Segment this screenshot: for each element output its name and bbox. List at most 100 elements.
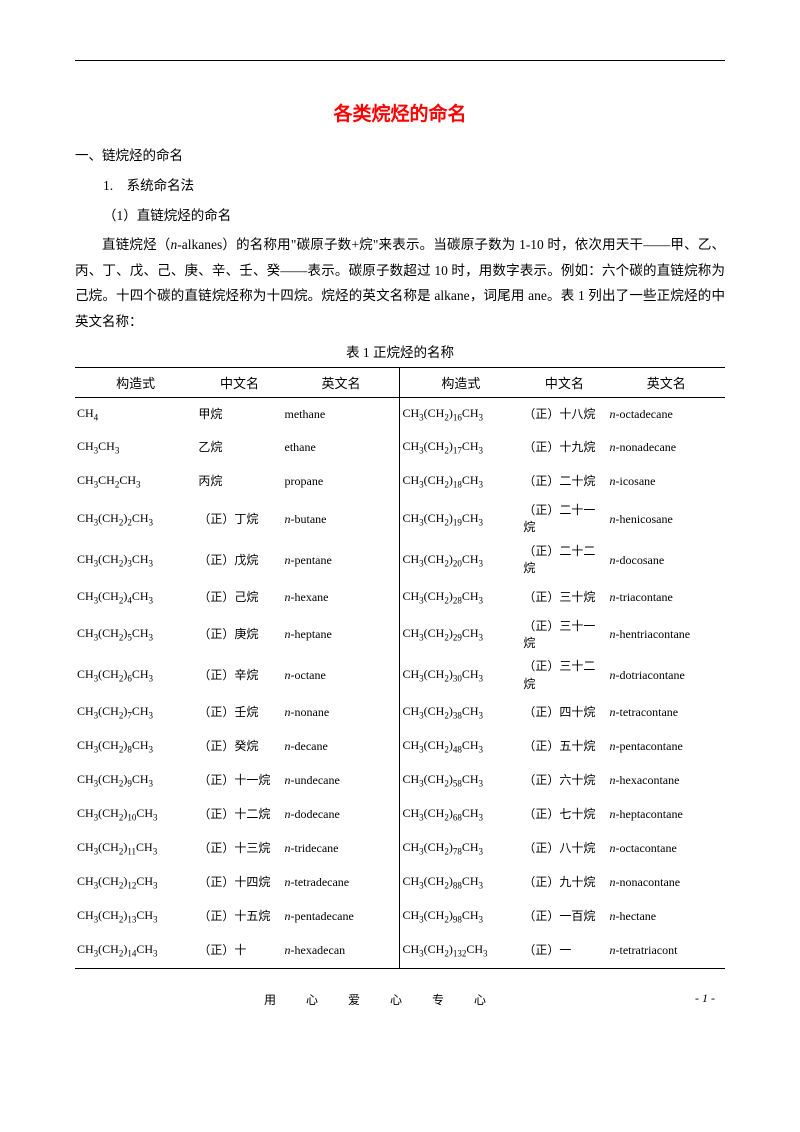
- cell-en: n-heptacontane: [608, 798, 726, 832]
- cell-en: n-henicosane: [608, 499, 726, 540]
- table-header-row: 构造式 中文名 英文名 构造式 中文名 英文名: [75, 367, 725, 397]
- cell-struct: CH3(CH2)18CH3: [400, 465, 521, 499]
- cell-en: n-pentane: [283, 540, 400, 581]
- cell-cn: （正）十三烷: [196, 832, 282, 866]
- cell-struct: CH3(CH2)12CH3: [75, 866, 196, 900]
- cell-en: n-hexacontane: [608, 764, 726, 798]
- cell-struct: CH3(CH2)48CH3: [400, 730, 521, 764]
- table-row: CH3CH2CH3丙烷propaneCH3(CH2)18CH3（正）二十烷n-i…: [75, 465, 725, 499]
- alkanes-table: 构造式 中文名 英文名 构造式 中文名 英文名 CH4甲烷methaneCH3(…: [75, 367, 725, 969]
- cell-cn: （正）三十二烷: [521, 655, 607, 696]
- footer-center-text: 用心爱心专心: [85, 991, 695, 1008]
- cell-cn: 乙烷: [196, 431, 282, 465]
- cell-cn: （正）壬烷: [196, 696, 282, 730]
- cell-en: n-tetradecane: [283, 866, 400, 900]
- cell-cn: （正）九十烷: [521, 866, 607, 900]
- table-row: CH3(CH2)4CH3（正）己烷n-hexaneCH3(CH2)28CH3（正…: [75, 581, 725, 615]
- cell-cn: （正）三十一烷: [521, 615, 607, 656]
- th-struct-l: 构造式: [75, 367, 196, 397]
- cell-en: n-heptane: [283, 615, 400, 656]
- cell-en: propane: [283, 465, 400, 499]
- section-heading-1: 一、链烷烃的命名: [75, 144, 725, 164]
- cell-struct: CH3(CH2)6CH3: [75, 655, 196, 696]
- cell-cn: （正）一百烷: [521, 900, 607, 934]
- cell-struct: CH3(CH2)13CH3: [75, 900, 196, 934]
- cell-en: n-dodecane: [283, 798, 400, 832]
- cell-struct: CH3(CH2)10CH3: [75, 798, 196, 832]
- cell-cn: （正）二十烷: [521, 465, 607, 499]
- page-number: - 1 -: [695, 991, 715, 1008]
- table-row: CH3CH3乙烷ethaneCH3(CH2)17CH3（正）十九烷n-nonad…: [75, 431, 725, 465]
- table-row: CH3(CH2)6CH3（正）辛烷n-octaneCH3(CH2)30CH3（正…: [75, 655, 725, 696]
- table-row: CH3(CH2)13CH3（正）十五烷n-pentadecaneCH3(CH2)…: [75, 900, 725, 934]
- cell-struct: CH3(CH2)28CH3: [400, 581, 521, 615]
- cell-cn: （正）六十烷: [521, 764, 607, 798]
- cell-cn: （正）十: [196, 934, 282, 968]
- cell-cn: （正）庚烷: [196, 615, 282, 656]
- cell-cn: （正）丁烷: [196, 499, 282, 540]
- cell-struct: CH3(CH2)14CH3: [75, 934, 196, 968]
- cell-struct: CH3(CH2)88CH3: [400, 866, 521, 900]
- section-heading-1-1: 1. 系统命名法: [103, 174, 725, 194]
- cell-struct: CH4: [75, 397, 196, 431]
- cell-en: n-tetracontane: [608, 696, 726, 730]
- cell-en: n-decane: [283, 730, 400, 764]
- cell-en: n-hectane: [608, 900, 726, 934]
- table-row: CH3(CH2)14CH3（正）十n-hexadecanCH3(CH2)132C…: [75, 934, 725, 968]
- table-row: CH4甲烷methaneCH3(CH2)16CH3（正）十八烷n-octadec…: [75, 397, 725, 431]
- th-cn-r: 中文名: [521, 367, 607, 397]
- cell-cn: （正）辛烷: [196, 655, 282, 696]
- cell-en: n-butane: [283, 499, 400, 540]
- cell-en: n-hentriacontane: [608, 615, 726, 656]
- cell-cn: （正）十八烷: [521, 397, 607, 431]
- cell-en: n-nonadecane: [608, 431, 726, 465]
- cell-cn: （正）四十烷: [521, 696, 607, 730]
- cell-en: n-undecane: [283, 764, 400, 798]
- cell-struct: CH3(CH2)78CH3: [400, 832, 521, 866]
- cell-cn: （正）五十烷: [521, 730, 607, 764]
- cell-cn: （正）十九烷: [521, 431, 607, 465]
- cell-struct: CH3(CH2)38CH3: [400, 696, 521, 730]
- cell-en: methane: [283, 397, 400, 431]
- cell-struct: CH3(CH2)29CH3: [400, 615, 521, 656]
- section-heading-1-1-1: （1）直链烷烃的命名: [103, 204, 725, 224]
- top-rule: [75, 60, 725, 61]
- cell-en: n-triacontane: [608, 581, 726, 615]
- cell-en: n-octane: [283, 655, 400, 696]
- cell-struct: CH3(CH2)8CH3: [75, 730, 196, 764]
- cell-en: n-nonane: [283, 696, 400, 730]
- table-row: CH3(CH2)10CH3（正）十二烷n-dodecaneCH3(CH2)68C…: [75, 798, 725, 832]
- cell-cn: （正）十一烷: [196, 764, 282, 798]
- table-row: CH3(CH2)8CH3（正）癸烷n-decaneCH3(CH2)48CH3（正…: [75, 730, 725, 764]
- cell-en: n-nonacontane: [608, 866, 726, 900]
- cell-cn: （正）己烷: [196, 581, 282, 615]
- cell-cn: （正）二十二烷: [521, 540, 607, 581]
- table-row: CH3(CH2)2CH3（正）丁烷n-butaneCH3(CH2)19CH3（正…: [75, 499, 725, 540]
- cell-struct: CH3(CH2)9CH3: [75, 764, 196, 798]
- cell-struct: CH3(CH2)16CH3: [400, 397, 521, 431]
- table-caption: 表 1 正烷烃的名称: [75, 341, 725, 361]
- th-struct-r: 构造式: [400, 367, 521, 397]
- cell-en: n-pentadecane: [283, 900, 400, 934]
- cell-en: ethane: [283, 431, 400, 465]
- cell-cn: （正）癸烷: [196, 730, 282, 764]
- cell-struct: CH3(CH2)19CH3: [400, 499, 521, 540]
- cell-cn: 甲烷: [196, 397, 282, 431]
- cell-cn: （正）二十一烷: [521, 499, 607, 540]
- cell-en: n-octadecane: [608, 397, 726, 431]
- cell-struct: CH3CH3: [75, 431, 196, 465]
- cell-cn: （正）十四烷: [196, 866, 282, 900]
- cell-cn: （正）七十烷: [521, 798, 607, 832]
- th-en-r: 英文名: [608, 367, 726, 397]
- cell-struct: CH3(CH2)5CH3: [75, 615, 196, 656]
- cell-struct: CH3(CH2)3CH3: [75, 540, 196, 581]
- table-row: CH3(CH2)9CH3（正）十一烷n-undecaneCH3(CH2)58CH…: [75, 764, 725, 798]
- cell-en: n-tridecane: [283, 832, 400, 866]
- table-row: CH3(CH2)7CH3（正）壬烷n-nonaneCH3(CH2)38CH3（正…: [75, 696, 725, 730]
- cell-cn: （正）十五烷: [196, 900, 282, 934]
- cell-en: n-pentacontane: [608, 730, 726, 764]
- cell-en: n-tetratriacont: [608, 934, 726, 968]
- cell-struct: CH3(CH2)58CH3: [400, 764, 521, 798]
- cell-struct: CH3(CH2)4CH3: [75, 581, 196, 615]
- cell-en: n-octacontane: [608, 832, 726, 866]
